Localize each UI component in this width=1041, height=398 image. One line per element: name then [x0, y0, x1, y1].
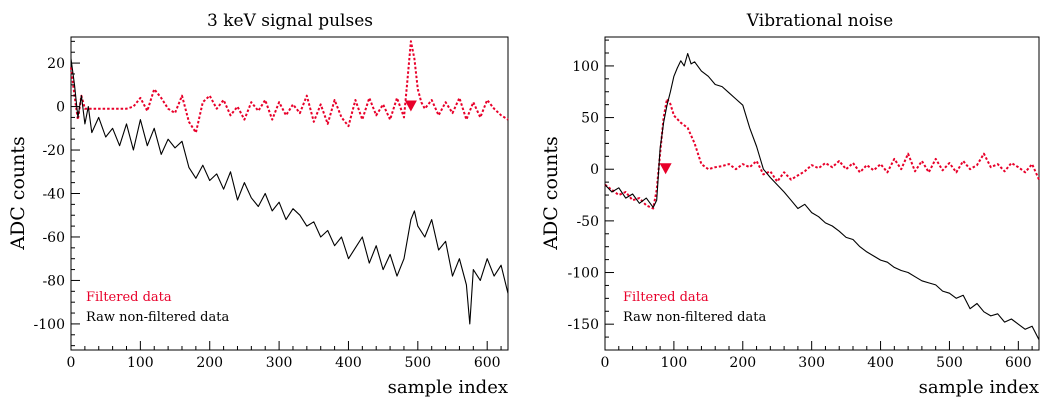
chart-left-ytick-label: -80	[42, 273, 65, 289]
chart-right-frame	[604, 36, 1040, 351]
chart-left-xtick-label: 0	[67, 355, 76, 371]
chart-right-ytick-label: -100	[568, 266, 599, 282]
chart-left-trigger-marker	[404, 100, 417, 112]
chart-left-plot: 0 100 200 300 400 500 600 -100 -80 -60 -40 -20 0 20	[34, 36, 509, 371]
chart-left-series-raw	[70, 58, 509, 325]
chart-left-title: 3 keV signal pulses	[207, 11, 373, 31]
chart-right-legend-filtered: Filtered data	[623, 290, 709, 305]
chart-right-ytick-label: 50	[581, 111, 599, 127]
chart-right-ytick-label: -50	[576, 214, 599, 230]
chart-left-xtick-label: 300	[266, 355, 293, 371]
chart-left: 3 keV signal pulses ADC counts sample in…	[7, 11, 509, 398]
chart-right-ylabel: ADC counts	[540, 136, 562, 250]
chart-right-xtick-label: 600	[1005, 355, 1032, 371]
chart-right-plot: 0 100 200 300 400 500 600 -150 -100 -50 0 50 100	[568, 36, 1040, 371]
chart-right-ytick-label: -150	[568, 317, 599, 333]
chart-left-ytick-label: 20	[47, 56, 65, 72]
chart-right-trigger-marker	[659, 163, 672, 175]
chart-left-xtick-label: 200	[196, 355, 223, 371]
chart-left-ytick-label: -100	[34, 317, 65, 333]
chart-left-legend-raw: Raw non-filtered data	[86, 310, 229, 325]
chart-left-xtick-label: 500	[404, 355, 431, 371]
chart-right-xtick-label: 400	[867, 355, 894, 371]
chart-right-series-filtered	[604, 98, 1040, 210]
chart-right-xtick-label: 300	[798, 355, 825, 371]
chart-left-xtick-label: 600	[474, 355, 501, 371]
chart-left-ytick-label: -60	[42, 230, 65, 246]
chart-left-ylabel: ADC counts	[7, 136, 29, 250]
chart-right-series-raw	[604, 52, 1040, 340]
chart-right-title: Vibrational noise	[746, 11, 893, 31]
chart-right-legend-raw: Raw non-filtered data	[623, 310, 766, 325]
chart-left-xtick-label: 400	[335, 355, 362, 371]
chart-right-xtick-label: 200	[729, 355, 756, 371]
chart-left-series-filtered	[70, 40, 509, 134]
chart-left-xlabel: sample index	[388, 377, 508, 398]
chart-right-xlabel: sample index	[919, 377, 1039, 398]
chart-right-ytick-label: 100	[572, 59, 599, 75]
chart-left-ytick-label: -40	[42, 187, 65, 203]
chart-left-xtick-label: 100	[127, 355, 154, 371]
chart-right: Vibrational noise ADC counts sample inde…	[540, 11, 1040, 398]
chart-right-ytick-label: 0	[590, 162, 599, 178]
chart-right-xtick-label: 0	[601, 355, 610, 371]
chart-right-xtick-label: 100	[661, 355, 688, 371]
chart-right-xtick-label: 500	[936, 355, 963, 371]
chart-left-ytick-label: 0	[56, 100, 65, 116]
chart-left-ytick-label: -20	[42, 143, 65, 159]
chart-left-legend-filtered: Filtered data	[86, 290, 172, 305]
